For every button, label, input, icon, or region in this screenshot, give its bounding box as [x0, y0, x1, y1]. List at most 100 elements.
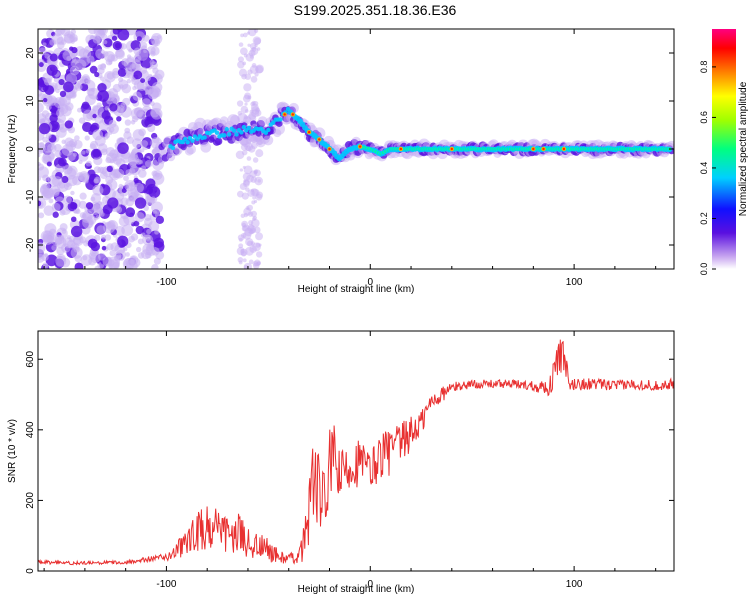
spectrogram-blob — [69, 46, 74, 51]
spectrogram-blob — [48, 198, 54, 204]
spectrogram-y-tick-label: 0 — [25, 146, 36, 152]
spectrogram-blob — [170, 145, 176, 151]
spectrogram-blob — [64, 120, 74, 129]
snr-x-tick-label: 100 — [566, 579, 583, 590]
spectrogram-blob — [39, 141, 45, 147]
spectrogram-blob — [542, 147, 545, 151]
spectrogram-blob — [85, 148, 91, 154]
spectrogram-blob — [237, 61, 245, 69]
spectrogram-blob — [108, 119, 117, 128]
spectrogram-blob — [247, 43, 251, 47]
spectrogram-blob — [241, 192, 249, 200]
spectrogram-blob — [44, 85, 55, 95]
spectrogram-blob — [46, 64, 58, 76]
spectrogram-blob — [136, 36, 142, 42]
spectrogram-blob — [283, 113, 286, 116]
spectrogram-blob — [114, 168, 125, 179]
spectrogram-blob — [134, 182, 144, 193]
spectrogram-blob — [53, 143, 62, 152]
spectrogram-blob — [58, 78, 65, 86]
spectrogram-blob — [79, 192, 87, 200]
spectrogram-blob — [140, 77, 146, 83]
spectrogram-blob — [110, 242, 120, 252]
spectrogram-blob — [65, 72, 78, 85]
spectrogram-blob — [239, 130, 244, 135]
spectrogram-blob — [101, 110, 111, 120]
spectrogram-blob — [62, 50, 73, 61]
spectrogram-blob — [243, 83, 252, 92]
spectrogram-blob — [252, 217, 256, 222]
spectrogram-blob — [97, 252, 106, 261]
spectrogram-blob — [151, 264, 159, 269]
spectrogram-blob — [134, 212, 145, 223]
spectrogram-blob — [78, 200, 87, 209]
spectrogram-blob — [145, 178, 156, 189]
spectrogram-blob — [318, 138, 321, 141]
spectrogram-blob — [42, 142, 53, 154]
spectrogram-x-tick-label: 0 — [367, 277, 373, 288]
spectrogram-blob — [125, 67, 133, 75]
spectrogram-blob — [96, 29, 109, 36]
spectrogram-blob — [80, 254, 93, 266]
spectrogram-blob — [104, 106, 110, 111]
spectrogram-y-tick-label: -10 — [25, 189, 36, 204]
spectrogram-blob — [200, 142, 212, 153]
spectrogram-blob — [246, 125, 251, 131]
spectrogram-blob — [85, 160, 92, 167]
spectrogram-blob — [68, 167, 73, 172]
spectrogram-blob — [450, 147, 454, 151]
spectrogram-blob — [42, 42, 47, 47]
spectrogram-blob — [65, 94, 72, 101]
spectrogram-blob — [85, 202, 94, 210]
spectrogram-blob — [240, 33, 244, 38]
spectrogram-blob — [93, 178, 99, 184]
spectrogram-blob — [81, 101, 90, 110]
spectrogram-blob — [149, 59, 155, 65]
spectrogram-blob — [255, 232, 264, 241]
spectrogram-blob — [70, 29, 77, 35]
spectrogram-blob — [131, 63, 138, 70]
spectrogram-blob — [242, 32, 248, 38]
spectrogram-blob — [132, 91, 142, 101]
spectrogram-y-axis-label: Frequency (Hz) — [7, 115, 18, 184]
spectrogram-blob — [358, 145, 362, 148]
spectrogram-blob — [131, 115, 139, 123]
spectrogram-blob — [76, 107, 82, 113]
spectrogram-blob — [123, 175, 129, 182]
spectrogram-blob — [244, 109, 249, 113]
spectrogram-blob — [110, 93, 120, 103]
spectrogram-blob — [240, 47, 248, 56]
spectrogram-blob — [69, 65, 80, 76]
spectrogram-blob — [202, 135, 207, 140]
spectrogram-blob — [137, 169, 147, 178]
snr-x-tick-label: 0 — [367, 579, 373, 590]
spectrogram-blob — [67, 201, 77, 212]
spectrogram-blob — [38, 102, 44, 114]
spectrogram-blob — [54, 150, 62, 158]
spectrogram-blob — [110, 224, 117, 231]
spectrogram-y-ticks: -20 -10 0 10 20 — [25, 47, 674, 252]
spectrogram-blob — [122, 97, 131, 106]
spectrogram-blob — [258, 243, 262, 247]
spectrogram-blob — [92, 184, 104, 196]
spectrogram-blob — [257, 116, 268, 126]
spectrogram-blob — [180, 144, 187, 151]
spectrogram-blob — [140, 140, 149, 148]
spectrogram-blob — [78, 171, 90, 182]
spectrogram-blob — [73, 209, 78, 214]
spectrogram-blob — [56, 108, 65, 117]
spectrogram-blob — [102, 204, 113, 215]
spectrogram-blob — [133, 70, 143, 80]
spectrogram-blob — [136, 80, 148, 91]
spectrogram-blob — [38, 62, 44, 68]
spectrogram-blob — [58, 157, 67, 167]
spectrogram-blob — [97, 90, 110, 102]
spectrogram-blob — [38, 212, 45, 219]
spectrogram-blob — [93, 156, 103, 166]
spectrogram-blob — [245, 246, 254, 256]
spectrogram-blob — [237, 234, 245, 241]
spectrogram-blob — [214, 130, 220, 135]
spectrogram-blob — [131, 138, 142, 149]
spectrogram-y-tick-label: -20 — [25, 237, 36, 252]
spectrogram-blob — [120, 197, 129, 206]
